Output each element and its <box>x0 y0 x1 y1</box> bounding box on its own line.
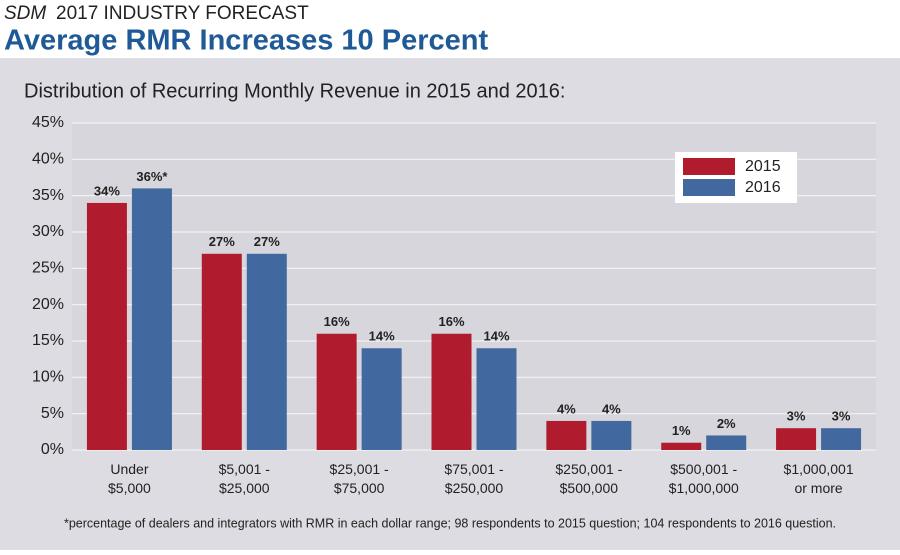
y-tick-label: 30% <box>32 223 64 240</box>
bar <box>706 435 747 450</box>
value-label: 16% <box>438 314 464 329</box>
x-tick-line: $1,000,000 <box>669 480 739 496</box>
bar <box>131 188 172 450</box>
legend-swatch <box>683 158 735 175</box>
x-tick-line: $25,000 <box>219 480 270 496</box>
value-label: 1% <box>672 423 691 438</box>
bar <box>776 428 817 450</box>
bar <box>316 333 357 450</box>
bar <box>361 348 402 450</box>
bar <box>431 333 472 450</box>
y-tick-label: 0% <box>41 441 64 458</box>
value-label: 3% <box>787 409 806 424</box>
value-label: 3% <box>832 409 851 424</box>
value-label: 14% <box>483 329 509 344</box>
x-tick-line: $75,000 <box>334 480 385 496</box>
bar <box>591 420 632 450</box>
x-tick-line: $500,000 <box>560 480 619 496</box>
x-tick-line: or more <box>794 480 842 496</box>
legend-swatch <box>683 179 735 196</box>
x-tick-label: $25,001 - $75,000 <box>330 461 389 496</box>
y-tick-label: 20% <box>32 296 64 313</box>
x-tick-line: $250,001 - <box>555 461 622 477</box>
x-tick-line: Under <box>110 461 148 477</box>
bar <box>476 348 517 450</box>
page-title: Average RMR Increases 10 Percent <box>4 25 488 57</box>
value-label: 2% <box>717 416 736 431</box>
value-label: 27% <box>254 234 280 249</box>
kicker: 2017 INDUSTRY FORECAST <box>56 3 309 24</box>
chart-title: Distribution of Recurring Monthly Revenu… <box>24 80 565 102</box>
y-tick-label: 45% <box>32 114 64 131</box>
x-tick-line: $250,000 <box>445 480 504 496</box>
value-label: 36%* <box>136 169 168 184</box>
x-tick-line: $5,001 - <box>219 461 271 477</box>
value-label: 27% <box>209 234 235 249</box>
bar <box>246 253 287 450</box>
x-tick-line: $25,001 - <box>330 461 389 477</box>
bar <box>86 202 127 450</box>
x-tick-line: $75,001 - <box>444 461 503 477</box>
y-tick-label: 25% <box>32 260 64 277</box>
value-label: 34% <box>94 183 120 198</box>
value-label: 4% <box>557 401 576 416</box>
x-tick-label: $500,001 - $1,000,000 <box>669 461 739 496</box>
y-tick-label: 5% <box>41 405 64 422</box>
bar <box>661 442 702 450</box>
bar <box>546 420 587 450</box>
x-tick-label: $250,001 - $500,000 <box>555 461 622 496</box>
y-tick-label: 10% <box>32 369 64 386</box>
bar <box>821 428 862 450</box>
value-label: 4% <box>602 401 621 416</box>
value-label: 14% <box>369 329 395 344</box>
x-tick-line: $1,000,001 <box>784 461 854 477</box>
x-tick-label: $1,000,001 or more <box>784 461 854 496</box>
legend-label: 2016 <box>745 179 781 196</box>
legend-label: 2015 <box>745 158 781 175</box>
x-tick-label: Under $5,000 <box>108 461 151 496</box>
value-label: 16% <box>324 314 350 329</box>
bar <box>201 253 242 450</box>
x-tick-label: $5,001 - $25,000 <box>219 461 271 496</box>
x-tick-line: $500,001 - <box>670 461 737 477</box>
y-tick-label: 35% <box>32 187 64 204</box>
y-tick-label: 40% <box>32 151 64 168</box>
x-tick-line: $5,000 <box>108 480 151 496</box>
brand: SDM <box>4 3 46 24</box>
footnote: *percentage of dealers and integrators w… <box>64 516 836 530</box>
y-tick-label: 15% <box>32 332 64 349</box>
x-tick-label: $75,001 - $250,000 <box>444 461 503 496</box>
